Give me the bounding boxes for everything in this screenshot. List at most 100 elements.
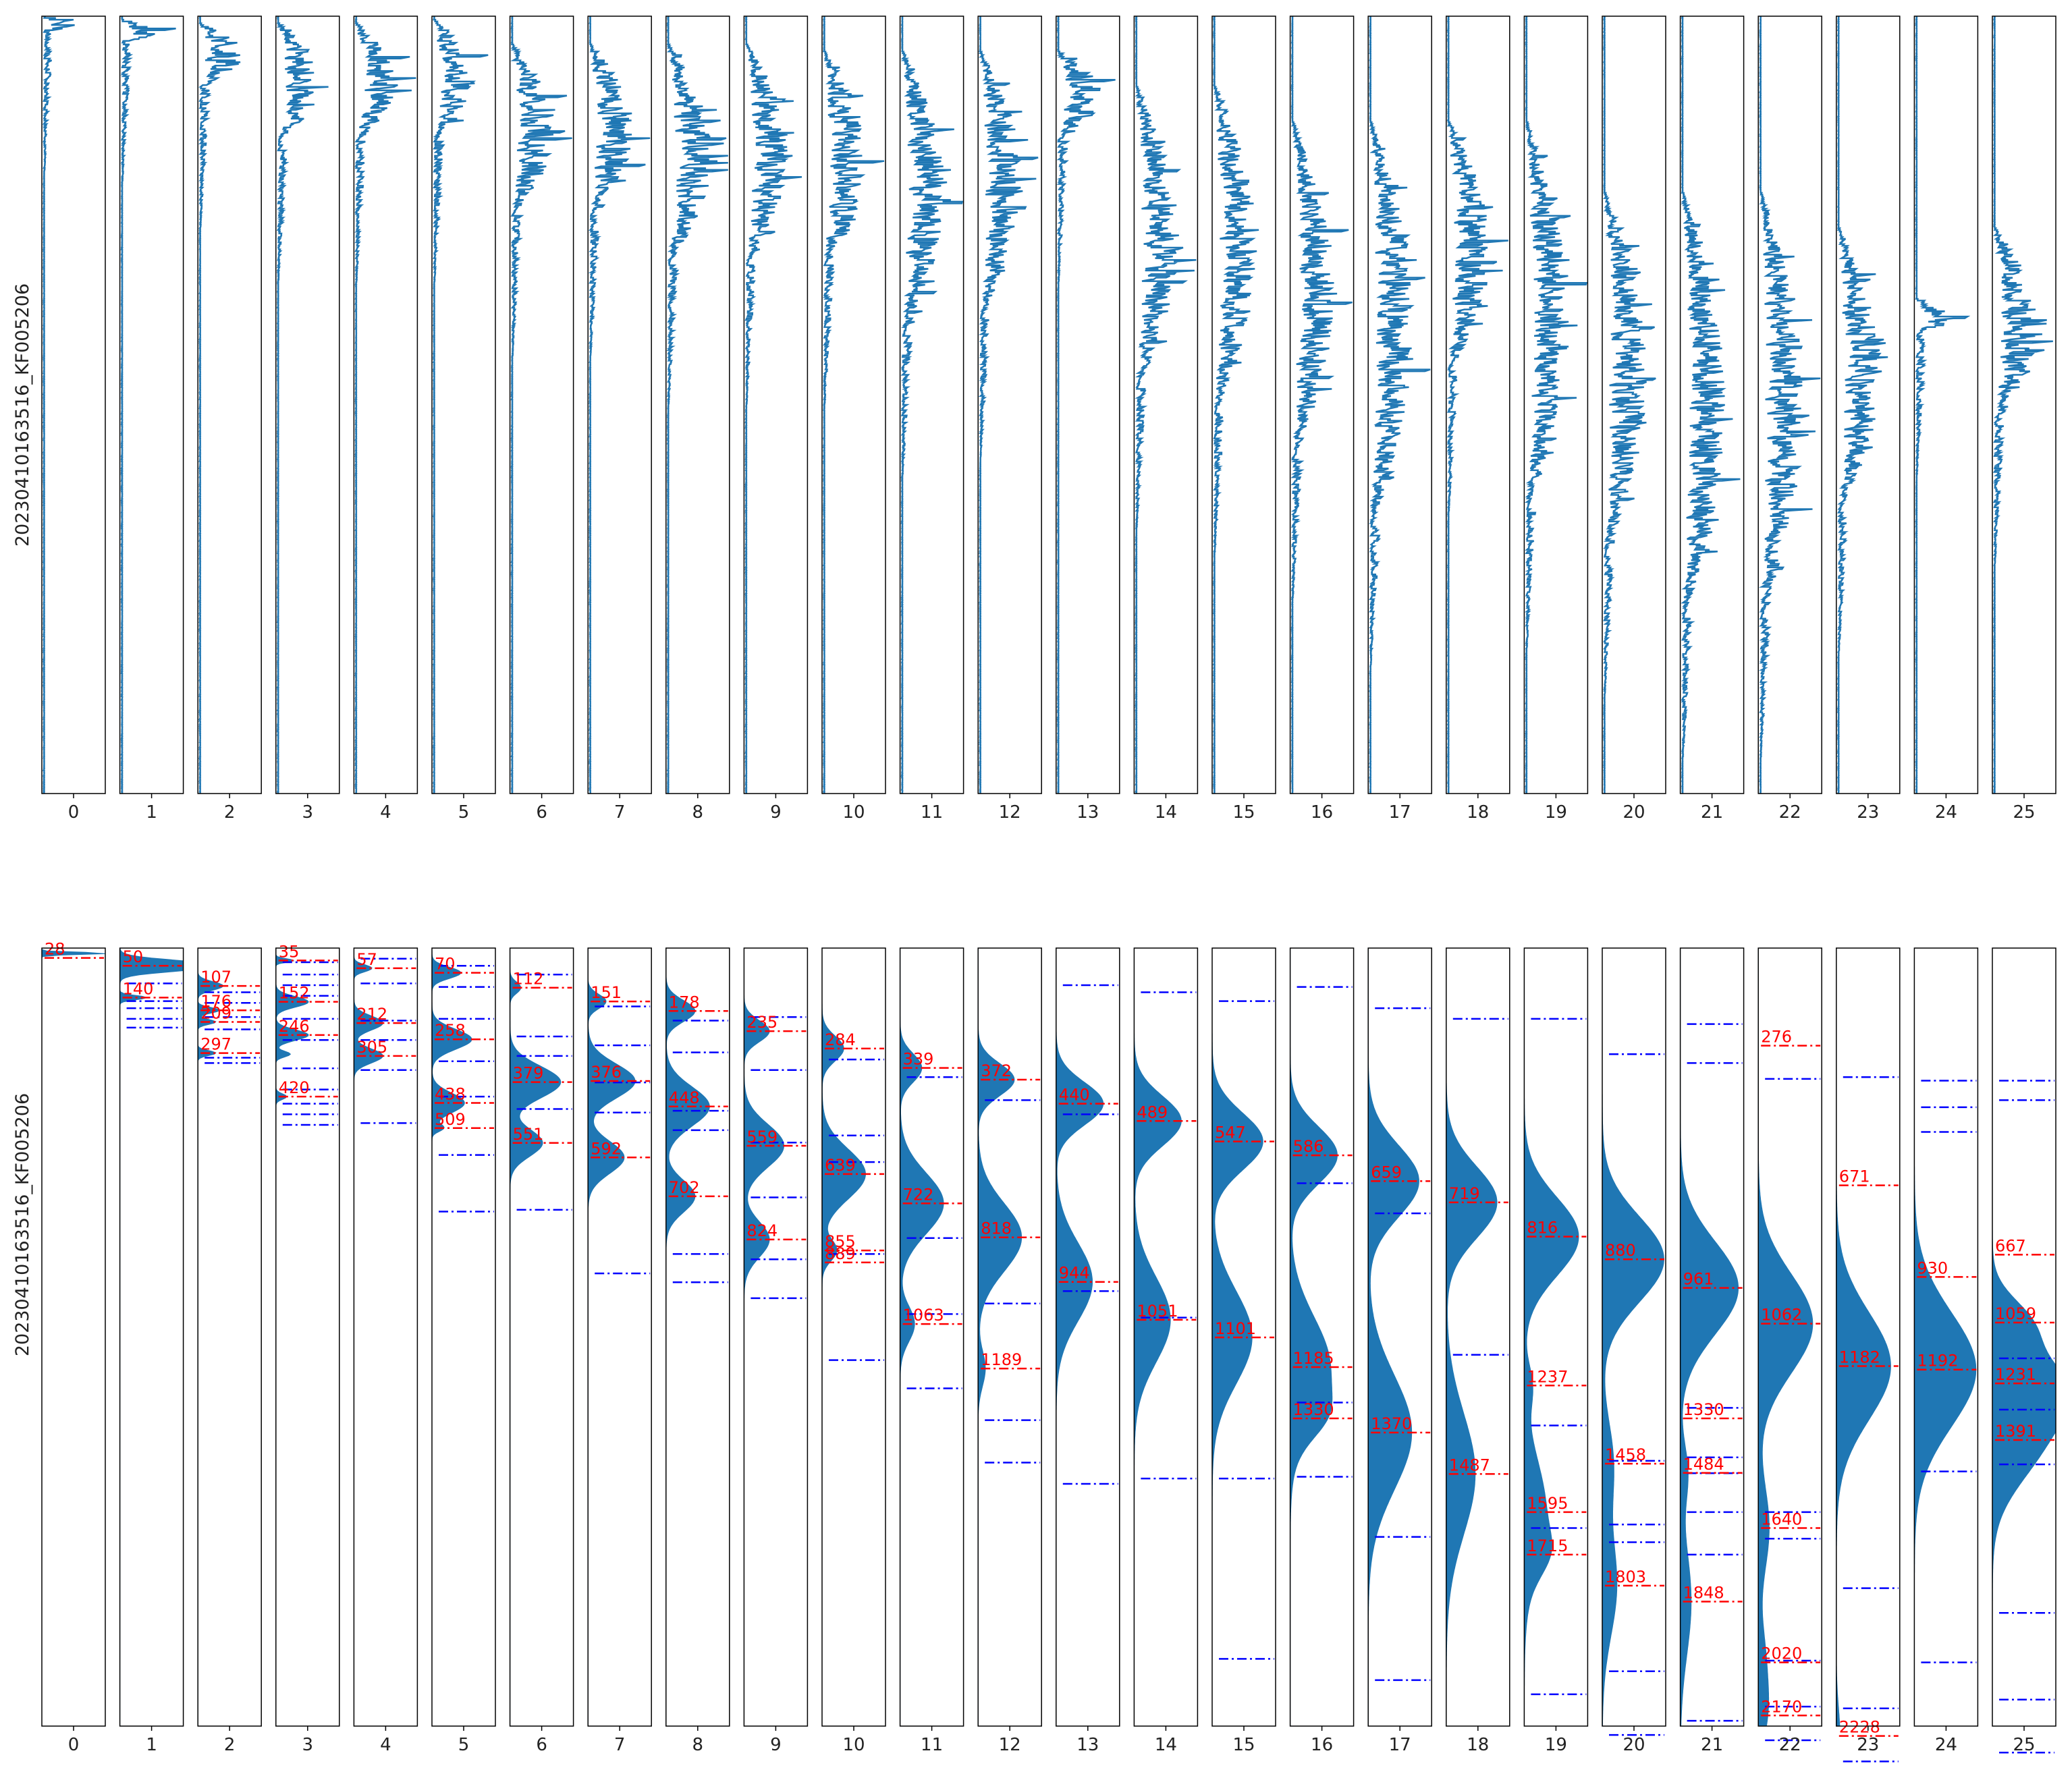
top-subplot-3: 3 xyxy=(275,16,340,823)
top-profile-line-13 xyxy=(1056,16,1116,794)
peak-label-22-1: 1062 xyxy=(1761,1306,1802,1325)
peak-label-9-0: 235 xyxy=(746,1013,778,1032)
top-xtick-label-20: 20 xyxy=(1623,802,1645,823)
top-subplot-21: 21 xyxy=(1679,16,1745,823)
top-xtick-label-25: 25 xyxy=(2013,802,2035,823)
top-xtick-label-8: 8 xyxy=(692,802,704,823)
top-profile-line-10 xyxy=(822,16,885,794)
top-subplot-2: 2 xyxy=(197,16,262,823)
bottom-xtick-label-15: 15 xyxy=(1232,1735,1255,1755)
bottom-area-23 xyxy=(1836,948,1891,1726)
peak-label-8-0: 178 xyxy=(669,993,700,1011)
top-xtick-label-2: 2 xyxy=(224,802,236,823)
bottom-area-2 xyxy=(198,948,224,1726)
bottom-subplot-11: 339 722 1063 11 xyxy=(899,947,964,1755)
top-profile-line-18 xyxy=(1446,16,1508,794)
bottom-subplot-20: 880 1458 1803 20 xyxy=(1602,947,1666,1755)
peak-label-15-0: 547 xyxy=(1215,1124,1246,1142)
bottom-subplot-13: 440 944 13 xyxy=(1056,947,1120,1755)
peak-label-22-0: 276 xyxy=(1761,1028,1792,1047)
bottom-subplot-5: 70 258 438 509 5 xyxy=(431,947,496,1755)
bottom-xtick-label-19: 19 xyxy=(1545,1735,1567,1755)
top-subplot-19: 19 xyxy=(1523,16,1589,823)
bottom-subplot-4: 57 212 305 4 xyxy=(353,947,418,1755)
top-subplot-18: 18 xyxy=(1446,16,1510,823)
top-xtick-label-9: 9 xyxy=(770,802,782,823)
peak-label-5-1: 258 xyxy=(435,1021,466,1040)
peak-label-2-2: 209 xyxy=(200,1004,231,1023)
top-row-ylabel: 20230410163516_KF005206 xyxy=(12,283,33,547)
bottom-area-13 xyxy=(1056,948,1104,1726)
bottom-xtick-label-14: 14 xyxy=(1155,1735,1177,1755)
bottom-xtick-label-7: 7 xyxy=(614,1735,626,1755)
bottom-area-20 xyxy=(1602,948,1664,1726)
peak-label-4-2: 305 xyxy=(356,1038,387,1057)
top-subplot-6: 6 xyxy=(509,16,574,823)
top-subplot-20: 20 xyxy=(1602,16,1666,823)
bottom-subplot-25: 667 1059 1231 1391 25 xyxy=(1992,947,2056,1755)
peak-label-6-0: 112 xyxy=(513,970,544,989)
peak-label-4-1: 212 xyxy=(356,1005,387,1024)
peak-label-10-2: 855 xyxy=(825,1232,856,1251)
top-xtick-label-10: 10 xyxy=(842,802,865,823)
peak-label-19-0: 816 xyxy=(1527,1219,1558,1238)
top-profile-line-17 xyxy=(1369,16,1431,794)
peak-label-13-1: 944 xyxy=(1059,1264,1090,1283)
bottom-subplot-14: 489 1051 14 xyxy=(1133,947,1199,1755)
top-profile-line-12 xyxy=(978,16,1039,794)
top-subplot-25: 25 xyxy=(1992,16,2056,823)
bottom-xtick-label-2: 2 xyxy=(224,1735,236,1755)
bottom-xtick-label-5: 5 xyxy=(458,1735,470,1755)
peak-label-2-0: 107 xyxy=(200,968,231,987)
top-xtick-label-14: 14 xyxy=(1155,802,1177,823)
bottom-xtick-label-22: 22 xyxy=(1779,1735,1801,1755)
peak-label-14-1: 1051 xyxy=(1137,1302,1178,1321)
top-profile-line-8 xyxy=(666,16,728,794)
peak-label-20-1: 1458 xyxy=(1605,1445,1646,1464)
peak-label-21-2: 1484 xyxy=(1683,1455,1724,1474)
top-profile-line-1 xyxy=(120,16,176,794)
top-xtick-label-0: 0 xyxy=(68,802,80,823)
top-profile-line-0 xyxy=(42,16,75,794)
top-subplot-16: 16 xyxy=(1289,16,1355,823)
top-subplot-12: 12 xyxy=(977,16,1042,823)
top-profile-line-21 xyxy=(1681,16,1741,794)
peak-label-11-1: 722 xyxy=(903,1185,934,1204)
peak-label-3-2: 246 xyxy=(279,1017,310,1036)
top-xtick-label-11: 11 xyxy=(921,802,943,823)
peak-label-22-2: 1640 xyxy=(1761,1510,1802,1529)
bottom-area-10 xyxy=(822,948,867,1726)
top-profile-line-24 xyxy=(1915,16,1971,794)
peak-label-1-0: 50 xyxy=(123,947,144,966)
top-xtick-label-24: 24 xyxy=(1935,802,1957,823)
bottom-xtick-label-20: 20 xyxy=(1623,1735,1645,1755)
top-xtick-label-1: 1 xyxy=(146,802,157,823)
peak-label-7-2: 592 xyxy=(591,1139,622,1158)
top-subplot-23: 23 xyxy=(1836,16,1901,823)
bottom-subplot-16: 586 1185 1330 16 xyxy=(1289,947,1355,1755)
bottom-subplot-12: 372 818 1189 12 xyxy=(977,947,1042,1755)
top-subplot-17: 17 xyxy=(1367,16,1432,823)
peak-label-6-1: 379 xyxy=(513,1064,544,1083)
peak-label-7-1: 376 xyxy=(591,1063,622,1082)
peak-label-23-0: 671 xyxy=(1839,1167,1870,1186)
top-profile-line-7 xyxy=(588,16,651,794)
peak-label-14-0: 489 xyxy=(1137,1103,1168,1121)
bottom-area-17 xyxy=(1368,948,1419,1726)
top-xtick-label-16: 16 xyxy=(1311,802,1333,823)
top-xtick-label-23: 23 xyxy=(1857,802,1879,823)
top-xtick-label-15: 15 xyxy=(1232,802,1255,823)
top-xtick-label-7: 7 xyxy=(614,802,626,823)
peak-label-3-0: 35 xyxy=(279,942,300,961)
top-row-profiles: 0 1 2 3 4 5 6 7 8 9 10 11 12 13 14 15 16 17 18 19 20 21 22 23 24… xyxy=(41,16,2056,823)
top-profile-line-6 xyxy=(510,16,572,794)
peak-label-16-2: 1330 xyxy=(1293,1400,1334,1419)
peak-label-20-2: 1803 xyxy=(1605,1568,1646,1586)
bottom-xtick-label-23: 23 xyxy=(1857,1735,1879,1755)
top-profile-line-4 xyxy=(354,16,416,794)
peak-label-11-2: 1063 xyxy=(903,1306,944,1325)
bottom-area-1 xyxy=(119,948,184,1726)
